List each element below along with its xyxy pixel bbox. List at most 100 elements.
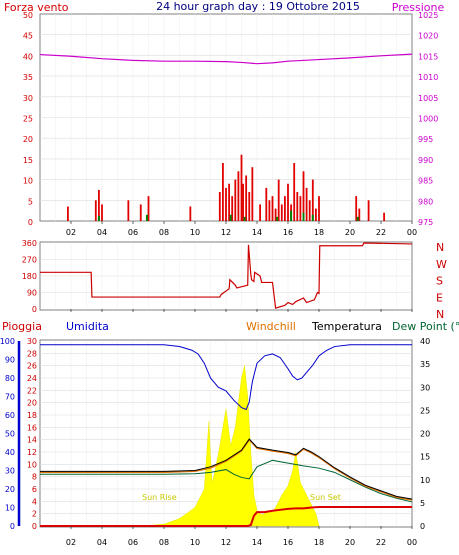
wind-bar bbox=[147, 196, 150, 221]
temp-y-ticks: 0 5 10 15 20 25 30 35 40 bbox=[420, 337, 430, 531]
wind-bar bbox=[67, 206, 69, 221]
temp-tick-label: 5 bbox=[420, 499, 425, 508]
wind-bar bbox=[280, 204, 283, 221]
humidity-tick-label: 90 bbox=[5, 356, 15, 365]
wind-bar bbox=[305, 187, 308, 221]
plot-grid bbox=[40, 14, 412, 221]
direction-tick-label: 90 bbox=[27, 289, 37, 298]
wind-bar bbox=[383, 212, 385, 221]
compass-label: S bbox=[436, 275, 443, 288]
x-tick-label: 10 bbox=[190, 228, 200, 237]
temp-tick-label: 20 bbox=[420, 430, 430, 439]
pressure-tick-label: 1010 bbox=[418, 73, 438, 82]
pressure-line bbox=[39, 53, 413, 65]
wind-avg-bar bbox=[97, 216, 100, 221]
wind-bar bbox=[248, 192, 251, 221]
wind-bar bbox=[271, 196, 274, 221]
rain-tick-label: 4 bbox=[32, 497, 37, 506]
pressure-tick-label: 1000 bbox=[418, 115, 438, 124]
windchill-label: Windchill bbox=[246, 320, 296, 333]
temp-x-ticks: 02 04 06 08 10 12 14 16 18 20 22 00 bbox=[66, 526, 417, 547]
pressure-tick-label: 1020 bbox=[418, 32, 438, 41]
wind-avg-bar bbox=[229, 214, 232, 221]
wind-bar bbox=[225, 187, 227, 221]
x-tick-label: 12 bbox=[221, 538, 231, 547]
pressure-tick-label: 1025 bbox=[418, 11, 438, 20]
wind-bar bbox=[265, 187, 268, 221]
wind-bar bbox=[302, 171, 305, 221]
direction-grid bbox=[40, 243, 412, 309]
rain-tick-label: 0 bbox=[32, 522, 37, 531]
x-tick-label: 02 bbox=[66, 228, 76, 237]
humidity-tick-label: 80 bbox=[5, 374, 15, 383]
wind-avg-bar bbox=[145, 214, 148, 221]
wind-bar bbox=[242, 183, 244, 221]
wind-bar bbox=[315, 208, 317, 221]
wind-bar bbox=[231, 196, 234, 221]
wind-bar bbox=[277, 179, 280, 221]
rain-line bbox=[40, 506, 412, 527]
humidity-tick-label: 70 bbox=[5, 393, 15, 402]
pressure-tick-label: 1005 bbox=[418, 94, 438, 103]
wind-bar bbox=[355, 196, 358, 221]
rain-tick-label: 6 bbox=[32, 485, 37, 494]
wind-tick-label: 30 bbox=[23, 94, 33, 103]
x-tick-label: 22 bbox=[376, 228, 386, 237]
wind-bar bbox=[94, 200, 97, 221]
wind-bar bbox=[259, 204, 261, 221]
wind-avg-bar bbox=[243, 216, 246, 221]
x-tick-label: 06 bbox=[128, 538, 138, 547]
pressure-axis-label: Pressione bbox=[392, 1, 445, 14]
x-tick-label: 14 bbox=[252, 228, 262, 237]
x-ticks: 02 04 06 08 10 12 14 16 18 20 22 00 bbox=[66, 221, 417, 237]
direction-tick-label: 360 bbox=[22, 239, 37, 248]
wind-bar bbox=[318, 196, 320, 221]
wind-tick-label: 35 bbox=[23, 73, 33, 82]
rain-tick-label: 16 bbox=[27, 423, 37, 432]
direction-tick-label: 270 bbox=[22, 256, 37, 265]
x-tick-label: 18 bbox=[314, 228, 324, 237]
direction-tick-label: 180 bbox=[22, 272, 37, 281]
rain-tick-label: 2 bbox=[32, 510, 37, 519]
temperature-line bbox=[40, 438, 413, 500]
wind-tick-label: 25 bbox=[23, 115, 33, 124]
chart-title: 24 hour graph day : 19 Ottobre 2015 bbox=[156, 0, 360, 13]
wind-bar bbox=[274, 208, 277, 221]
wind-avg-bar bbox=[356, 216, 359, 221]
compass-label: N bbox=[436, 241, 444, 254]
direction-x-ticks bbox=[70, 309, 413, 312]
wind-avg-bar bbox=[290, 210, 293, 221]
compass-label: W bbox=[436, 258, 447, 271]
wind-tick-label: 45 bbox=[23, 32, 33, 41]
x-tick-label: 16 bbox=[283, 538, 293, 547]
pressure-tick-label: 975 bbox=[418, 218, 433, 227]
temp-tick-label: 15 bbox=[420, 453, 430, 462]
temperature-label: Temperatura bbox=[311, 320, 382, 333]
temp-tick-label: 25 bbox=[420, 406, 430, 415]
rain-tick-label: 26 bbox=[27, 362, 37, 371]
pressure-tick-label: 1015 bbox=[418, 52, 438, 61]
rain-tick-label: 10 bbox=[27, 460, 37, 469]
direction-line bbox=[40, 242, 413, 309]
pressure-tick-label: 990 bbox=[418, 156, 433, 165]
wind-bar bbox=[358, 208, 361, 221]
wind-bar bbox=[101, 204, 103, 221]
dewpoint-line bbox=[40, 459, 413, 503]
wind-bar bbox=[228, 183, 230, 221]
wind-tick-label: 0 bbox=[28, 218, 33, 227]
wind-tick-label: 20 bbox=[23, 135, 33, 144]
sunset-label: Sun Set bbox=[310, 493, 341, 502]
wind-bar bbox=[299, 196, 302, 221]
wind-bar bbox=[251, 167, 254, 221]
rain-label: Pioggia bbox=[2, 320, 42, 333]
pressure-tick-label: 985 bbox=[418, 177, 433, 186]
compass-label: E bbox=[436, 291, 443, 304]
x-tick-label: 10 bbox=[190, 538, 200, 547]
direction-tick-label: 0 bbox=[32, 305, 37, 314]
wind-bar bbox=[367, 200, 370, 221]
humidity-tick-label: 60 bbox=[5, 411, 15, 420]
wind-bar bbox=[287, 183, 289, 221]
